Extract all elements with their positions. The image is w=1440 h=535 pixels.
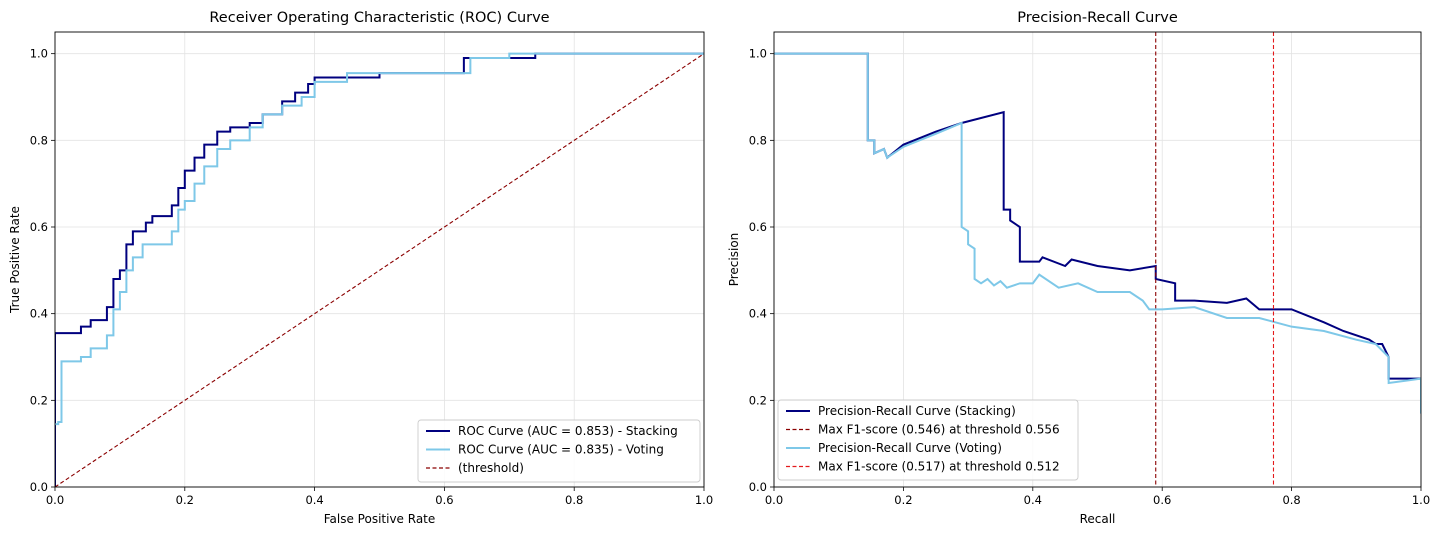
x-tick-label: 0.6 xyxy=(1153,493,1171,507)
y-axis-label: Precision xyxy=(727,233,741,287)
legend-entry-label: Max F1-score (0.546) at threshold 0.556 xyxy=(818,423,1060,437)
y-tick-label: 0.2 xyxy=(749,393,767,407)
legend: ROC Curve (AUC = 0.853) - Stacking ROC Cu… xyxy=(417,419,701,483)
series-line-2 xyxy=(55,52,704,426)
series-line-1 xyxy=(55,52,704,487)
x-tick-label: 0.2 xyxy=(176,493,194,507)
legend-entry-label: ROC Curve (AUC = 0.853) - Stacking xyxy=(458,424,678,438)
x-tick-label: 0.8 xyxy=(1282,493,1300,507)
y-tick-label: 0.8 xyxy=(30,133,48,147)
series-line-1 xyxy=(774,52,1421,414)
series-line-3 xyxy=(55,53,704,487)
plot-frame xyxy=(773,31,1422,488)
legend-entry-label: Precision-Recall Curve (Stacking) xyxy=(818,404,1016,418)
x-tick-label: 0.0 xyxy=(46,493,64,507)
y-tick-label: 0.4 xyxy=(749,307,767,321)
x-tick-label: 0.4 xyxy=(1024,493,1042,507)
y-axis-label: True Positive Rate xyxy=(8,206,22,314)
legend-box xyxy=(417,419,701,483)
y-tick-label: 0.0 xyxy=(749,480,767,494)
legend-entry-label: (threshold) xyxy=(458,461,524,475)
x-tick-label: 0.4 xyxy=(305,493,323,507)
y-tick-label: 0.0 xyxy=(30,480,48,494)
y-tick-label: 1.0 xyxy=(749,47,767,61)
y-tick-label: 0.2 xyxy=(30,393,48,407)
x-tick-label: 0.2 xyxy=(894,493,912,507)
legend: Precision-Recall Curve (Stacking) Max F1-… xyxy=(777,399,1079,481)
x-tick-label: 0.6 xyxy=(435,493,453,507)
legend-box xyxy=(777,399,1079,481)
x-axis-label: False Positive Rate xyxy=(324,512,436,526)
y-tick-label: 0.4 xyxy=(30,307,48,321)
x-tick-label: 1.0 xyxy=(695,493,713,507)
legend-entry-label: ROC Curve (AUC = 0.835) - Voting xyxy=(458,443,664,457)
x-tick-label: 1.0 xyxy=(1412,493,1430,507)
chart-2: 0.0 0.2 0.4 0.6 0.8 1.0 0.0 0.2 0.4 0.6 0.8 1.0 Prec… xyxy=(727,10,1430,526)
x-tick-label: 0.0 xyxy=(765,493,783,507)
chart-title: Receiver Operating Characteristic (ROC) … xyxy=(209,10,549,26)
y-tick-label: 0.6 xyxy=(30,220,48,234)
chart-1: 0.0 0.2 0.4 0.6 0.8 1.0 0.0 0.2 0.4 0.6 0.8 1.0 Rece… xyxy=(8,10,713,526)
y-tick-label: 1.0 xyxy=(30,47,48,61)
y-tick-label: 0.8 xyxy=(749,133,767,147)
plot-frame xyxy=(54,31,705,488)
legend-entry-label: Max F1-score (0.517) at threshold 0.512 xyxy=(818,460,1060,474)
x-tick-label: 0.8 xyxy=(565,493,583,507)
series-line-3 xyxy=(774,52,1421,414)
legend-entry-label: Precision-Recall Curve (Voting) xyxy=(818,441,1002,455)
x-axis-label: Recall xyxy=(1080,512,1116,526)
y-tick-label: 0.6 xyxy=(749,220,767,234)
chart-title: Precision-Recall Curve xyxy=(1017,10,1178,26)
